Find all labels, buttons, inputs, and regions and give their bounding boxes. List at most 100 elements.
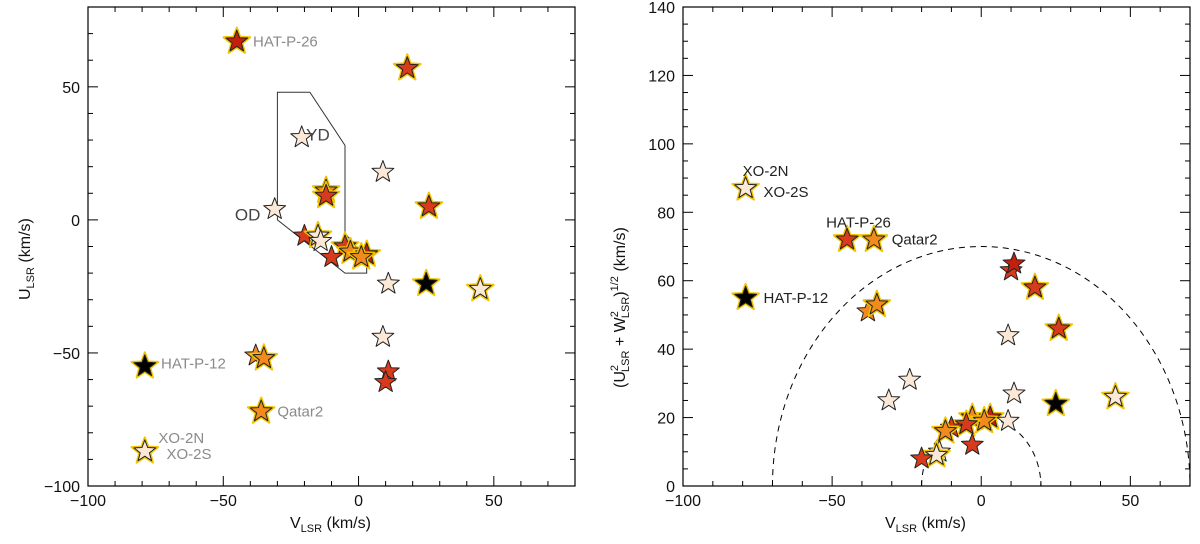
right-y-label-prefix: (U [612,371,629,388]
right-data-point-9 [1044,313,1074,341]
right-x-label-main: V [885,515,896,532]
right-data-point-13 [1002,381,1026,404]
right-data-point-star [910,446,933,469]
right-y-label-sup1: 2 [609,365,621,371]
right-data-point-2 [859,224,889,252]
left-x-axis-label: VLSR (km/s) [290,515,371,535]
left-data-point-star [414,271,438,294]
left-data-point-star [309,229,333,251]
region-label-od: OD [235,206,261,225]
right-data-point-star [954,412,978,435]
left-data-point-3 [371,160,395,182]
right-data-point-star [996,409,1020,431]
right-data-point-23 [960,432,984,455]
left-data-point-19 [371,325,395,347]
left-data-point-star [133,354,157,377]
right-data-point-8 [1020,272,1050,300]
right-data-point-15 [1041,388,1071,417]
left-data-point-star [417,194,441,217]
right-data-point-14 [1101,382,1130,410]
right-data-point-star [925,443,948,465]
left-data-point-star [249,399,273,422]
right-data-point-star [734,176,758,199]
right-data-point-star [734,285,758,308]
right-y-label-sup2: 2 [609,311,621,317]
right-data-point-0 [731,173,760,201]
left-data-point-star [376,271,400,294]
left-data-point-0 [222,26,252,54]
right-panel: −100 −50 0 50 0 20 40 60 80 100 120 140 XO-2N XO-2S HA… [609,0,1191,535]
right-data-point-5 [862,289,892,317]
right-y-tick-label: 100 [648,137,675,154]
right-data-point-star [996,323,1020,346]
left-x-label-sub: LSR [301,523,322,535]
left-annotation-qatar2: Qatar2 [277,403,323,420]
left-x-label-main: V [290,515,301,532]
left-data-point-25 [246,396,276,424]
left-data-point-6 [414,191,444,219]
right-data-point-26 [910,446,933,469]
region-label-yd: YD [306,126,330,145]
right-data-point-12 [877,388,901,411]
left-x-tick-label: −100 [70,493,106,510]
left-data-point-7 [263,197,287,219]
right-plot-area: −100 −50 0 50 0 20 40 60 80 100 120 140 XO-2N XO-2S HA… [648,0,1191,510]
left-data-point-star [371,325,395,347]
left-x-tick-label: 0 [354,493,363,510]
left-data-point-star [263,197,287,219]
right-y-tick-label: 40 [657,342,675,359]
right-annotation-hat-p-12: HAT-P-12 [764,290,829,307]
left-x-tick-label: 50 [485,493,503,510]
right-data-point-star [934,419,957,442]
left-data-point-star [314,183,338,206]
right-data-point-star [862,227,886,250]
left-data-point-star [320,245,343,267]
left-x-tick-label: −50 [210,493,237,510]
right-data-point-star [1047,316,1071,339]
right-x-tick-label: 0 [977,493,986,510]
right-annotation-xo-2n: XO-2N [743,163,789,180]
right-y-label-unit: (km/s) [612,227,629,276]
right-data-point-22 [931,416,960,444]
left-annotation-hat-p-26: HAT-P-26 [253,34,318,51]
left-plot-area: −100 −50 0 50 −100 −50 0 50 OD YD HAT-P-26 HAT-P-12… [44,6,576,510]
left-data-point-10 [309,229,333,251]
left-data-point-star [225,29,249,52]
right-y-tick-label: 0 [666,479,675,496]
left-y-tick-label: 50 [62,80,80,97]
left-data-point-5 [311,180,341,209]
right-y-label-exp: 1/2 [609,276,621,291]
right-data-point-star [1023,275,1047,298]
right-plot-frame [682,6,1191,487]
left-y-label-unit: (km/s) [17,218,34,267]
left-data-point-star [133,439,157,462]
right-data-point-7 [1002,251,1026,274]
left-data-point-17 [411,268,441,297]
right-y-tick-label: 140 [648,0,675,17]
right-annotation-xo-2s: XO-2S [764,184,809,201]
right-y-label-mid: + W [612,316,629,350]
right-data-point-1 [832,224,862,252]
left-y-tick-label: −100 [44,479,80,496]
left-data-point-star [374,370,397,392]
right-x-tick-label: −100 [665,493,701,510]
right-y-tick-label: 60 [657,274,675,291]
right-data-point-25 [922,440,951,468]
right-data-point-star [1044,391,1068,414]
right-data-point-18 [969,406,999,434]
right-annotation-hat-p-26: HAT-P-26 [826,215,891,232]
right-data-point-star [865,292,889,315]
right-data-point-11 [898,367,922,390]
right-data-point-3 [731,282,760,311]
left-data-point-2 [290,125,314,148]
left-data-point-1 [392,53,422,81]
left-data-point-star [252,346,276,369]
right-x-axis-label: VLSR (km/s) [885,515,966,535]
right-data-point-star [1002,251,1026,274]
left-plot-frame [87,6,576,487]
right-y-label-sub1: LSR [620,351,632,372]
right-x-label-unit: (km/s) [917,515,966,532]
right-data-point-star [1104,385,1127,407]
right-x-label-sub: LSR [896,523,917,535]
